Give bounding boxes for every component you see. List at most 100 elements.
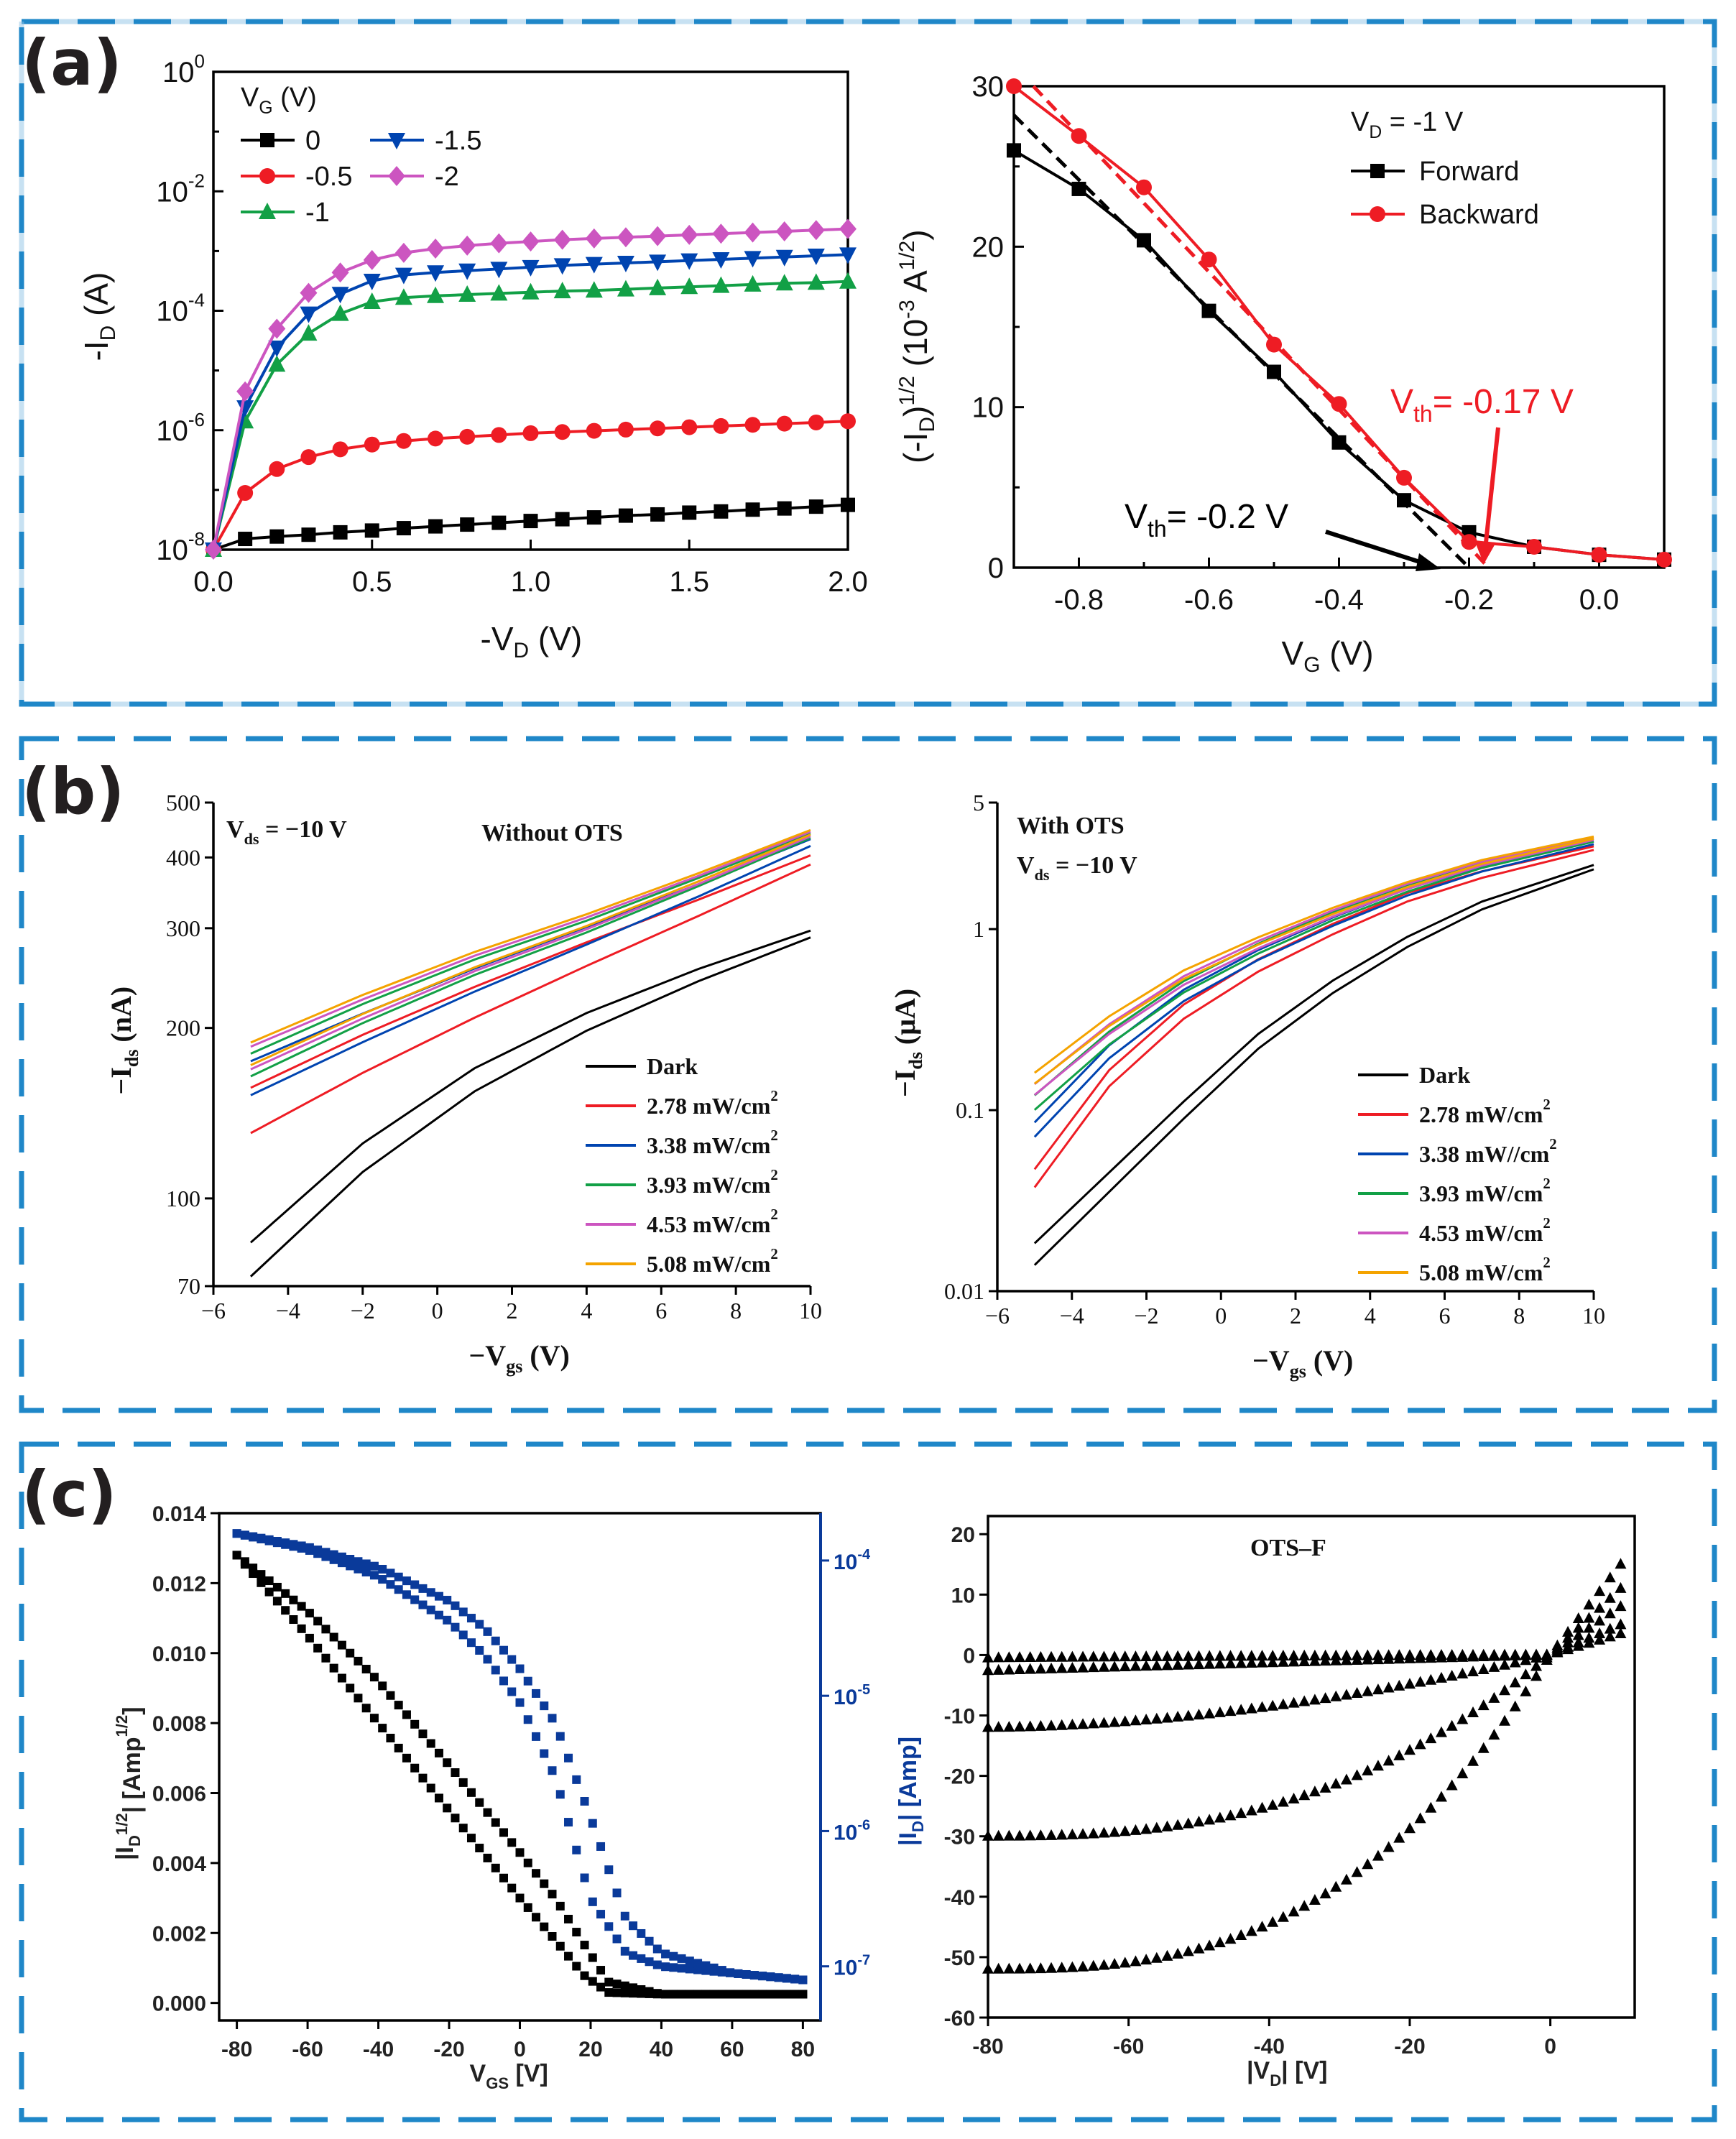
c1-data-point-log_backward [645, 1936, 654, 1946]
c2-data-point-curve4 [1425, 1732, 1437, 1744]
c1-data-point-sqrt_forward [515, 1893, 525, 1903]
c2-data-point-curve4 [1087, 1827, 1099, 1839]
c2-data-point-curve5 [1530, 1670, 1543, 1681]
c2-data-point-curve4 [1319, 1781, 1331, 1793]
c2-data-point-curve2 [1288, 1655, 1300, 1667]
a1-data-point [649, 278, 667, 295]
chart-b1-legend-label: 5.08 mW/cm2 [647, 1246, 778, 1277]
c2-data-point-curve5 [1182, 1945, 1194, 1956]
chart-b1-x-tick-label: 6 [655, 1298, 667, 1323]
c2-y-tick-label: 0 [963, 1644, 975, 1668]
c1-data-point-sqrt_forward [434, 1793, 443, 1803]
c1-data-point-log_forward [361, 1568, 371, 1577]
c2-data-point-curve3 [1509, 1656, 1521, 1668]
c2-data-point-curve5 [1393, 1831, 1405, 1843]
c2-data-point-curve1 [1172, 1650, 1184, 1661]
chart-b2-x-label-part: (V) [1306, 1344, 1354, 1377]
a1-data-point [808, 499, 823, 514]
a1-data-point [332, 441, 348, 458]
c1-data-point-log_backward [369, 1561, 379, 1571]
c2-data-point-curve3 [1224, 1705, 1237, 1717]
c2-data-point-curve3 [1467, 1666, 1479, 1677]
c1-data-point-log_backward [572, 1775, 581, 1784]
a1-data-point [394, 288, 412, 305]
c1-plot-frame [218, 1512, 822, 2022]
c2-data-point-curve3 [1024, 1720, 1036, 1732]
c2-data-point-curve3 [1308, 1694, 1321, 1705]
a2-vth-red-annotation: Vth= -0.17 V [1390, 383, 1574, 427]
c2-data-point-curve5 [1351, 1866, 1363, 1877]
c2-data-point-curve1 [1298, 1649, 1311, 1660]
c2-data-point-curve3 [1277, 1698, 1289, 1709]
c2-data-point-curve1 [1594, 1633, 1606, 1645]
c2-data-point-curve4 [1499, 1684, 1511, 1696]
c2-data-point-curve4 [1182, 1817, 1194, 1829]
a2-vth-red-part: = -0.17 V [1433, 383, 1574, 421]
c2-data-point-curve5 [1267, 1916, 1279, 1927]
c1-data-point-log_forward [491, 1666, 500, 1675]
c2-data-point-curve2 [1583, 1632, 1595, 1643]
c1-data-point-log_forward [426, 1605, 435, 1614]
a1-data-point [807, 220, 825, 241]
c1-y-label-part: | [Amp [119, 1737, 146, 1814]
chart-b2-legend-label-part: 3.38 mW//cm [1419, 1141, 1550, 1167]
c2-data-point-curve3 [1245, 1702, 1257, 1714]
c2-data-point-curve5 [1435, 1791, 1447, 1802]
a1-data-point [491, 515, 507, 530]
c1-data-point-log_backward [443, 1596, 452, 1605]
chart-b1-y-label-part: (nA) [105, 987, 137, 1050]
chart-b1-series-line-fwd [249, 929, 811, 1244]
chart-b2-x-tick-label: 6 [1439, 1303, 1451, 1329]
a1-data-point [712, 276, 730, 293]
c2-x-tick-label: -60 [1113, 2035, 1144, 2059]
a2-vth-red-part: th [1413, 401, 1433, 427]
c1-data-point-log_backward [257, 1533, 266, 1543]
c1-data-point-sqrt_backward [426, 1739, 435, 1748]
c2-data-point-curve2 [1509, 1649, 1521, 1660]
a1-data-point [617, 279, 634, 297]
c2-title: OTS–F [1250, 1535, 1326, 1561]
c2-data-point-curve2 [1446, 1651, 1458, 1663]
c2-data-point-curve2 [1340, 1654, 1352, 1666]
chart-b1-x-tick-label: 0 [432, 1298, 443, 1323]
a1-data-point [396, 521, 411, 536]
a1-data-point [841, 497, 855, 512]
c2-data-point-curve3 [1204, 1707, 1216, 1719]
c2-data-point-curve2 [1224, 1657, 1237, 1668]
c1-y-label: |ID1/2| [Amp1/2] [111, 1706, 146, 1860]
c1-data-point-log_backward [475, 1620, 484, 1629]
c1-x-tick-label: -60 [292, 2038, 323, 2061]
chart-b2-legend-label: 3.38 mW//cm2 [1419, 1136, 1557, 1167]
a1-y-tick-base: 10 [162, 57, 195, 88]
c2-data-point-curve5 [1594, 1585, 1606, 1597]
a1-data-point [428, 519, 443, 534]
c2-data-point-curve1 [1277, 1650, 1289, 1661]
a2-data-point [1201, 251, 1217, 268]
a2-data-point [1007, 143, 1021, 158]
c1-x-tick-label: 0 [514, 2038, 526, 2061]
a1-data-point [331, 304, 349, 321]
a2-data-point [1266, 336, 1282, 353]
chart-b2-legend-label-part: 4.53 mW/cm [1419, 1220, 1543, 1246]
c1-data-point-sqrt_backward [386, 1691, 395, 1700]
a1-data-point [427, 286, 445, 303]
c1-data-point-log_forward [458, 1630, 468, 1640]
c1-data-point-sqrt_forward [281, 1606, 290, 1615]
c1-data-point-sqrt_forward [564, 1951, 573, 1961]
a1-data-point [522, 259, 540, 277]
c1-right-tick-label: 10-6 [834, 1817, 870, 1844]
c1-data-point-sqrt_backward [346, 1648, 355, 1658]
chart-b1-series-line-fwd [250, 832, 811, 1055]
c2-data-point-curve3 [1499, 1658, 1511, 1670]
a1-y-tick-label: 10-4 [156, 290, 205, 328]
c2-data-point-curve1 [1308, 1649, 1321, 1660]
c2-data-point-curve3 [1488, 1660, 1500, 1672]
c2-data-point-curve3 [1351, 1687, 1363, 1699]
c1-data-point-log_backward [774, 1973, 783, 1982]
c2-data-point-curve2 [1351, 1653, 1363, 1665]
c2-data-point-curve2 [1594, 1627, 1606, 1638]
c1-y-tick-label: 0.000 [152, 1992, 206, 2016]
c1-data-point-sqrt_backward [669, 1990, 678, 1999]
a2-y-label-part: (10 [897, 319, 934, 376]
c1-data-point-sqrt_forward [272, 1597, 282, 1606]
